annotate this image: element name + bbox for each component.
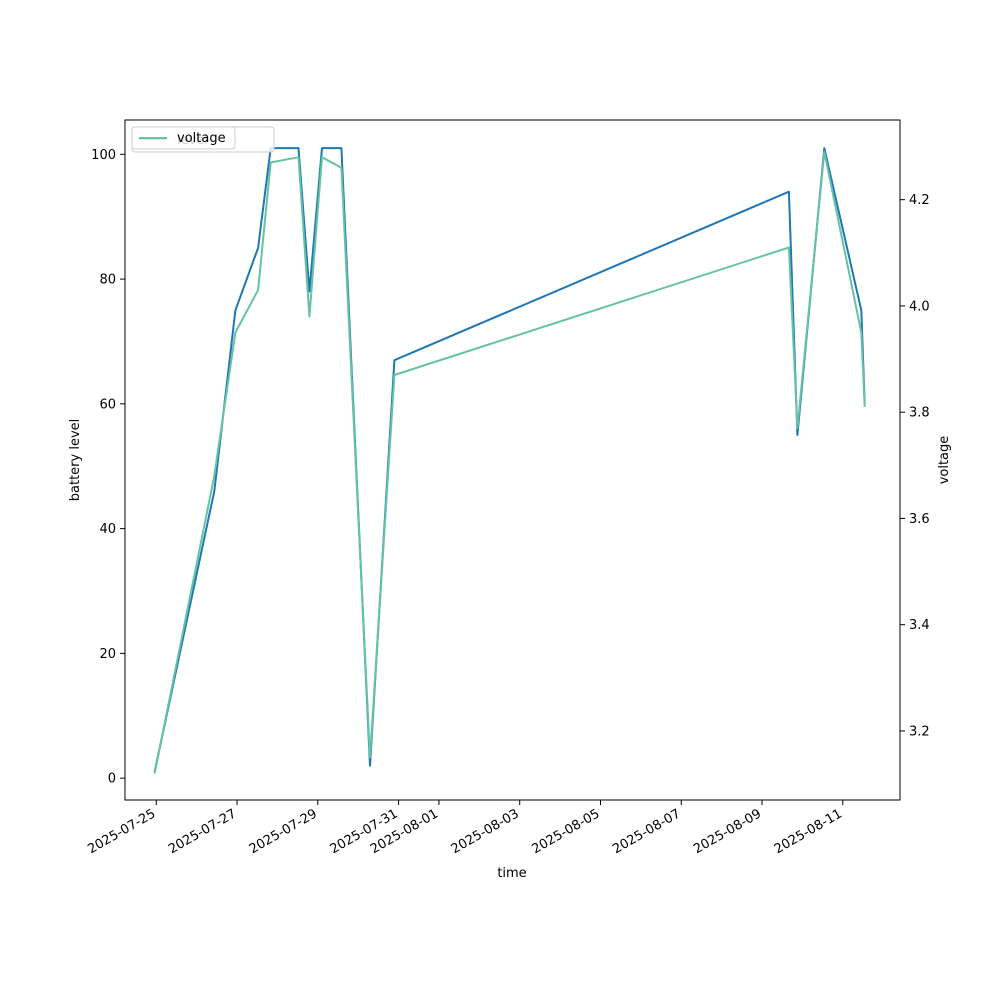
y-left-tick-label: 20 [99,647,116,662]
y-left-tick-label: 40 [99,522,116,537]
y-right-tick-label: 3.4 [909,618,930,633]
y-right-axis-label: voltage [937,436,952,485]
y-right-tick-label: 3.2 [909,724,930,739]
y-left-tick-label: 60 [99,397,116,412]
y-left-tick-label: 0 [108,772,116,787]
y-right-tick-label: 4.0 [909,299,930,314]
y-right-tick-label: 3.6 [909,512,930,527]
plot-layer [153,147,866,774]
y-left-axis-label: battery level [68,419,83,502]
x-axis-label: time [497,866,526,881]
y-left-tick-label: 80 [99,273,116,288]
legend-box-voltage [131,126,236,150]
y-right-tick-label: 3.8 [909,406,930,421]
series-line-voltage [153,150,866,774]
axes-frame [124,119,901,801]
y-left-tick-label: 100 [91,148,116,163]
y-right-tick-label: 4.2 [909,193,930,208]
legend-label-voltage: voltage [177,131,226,146]
